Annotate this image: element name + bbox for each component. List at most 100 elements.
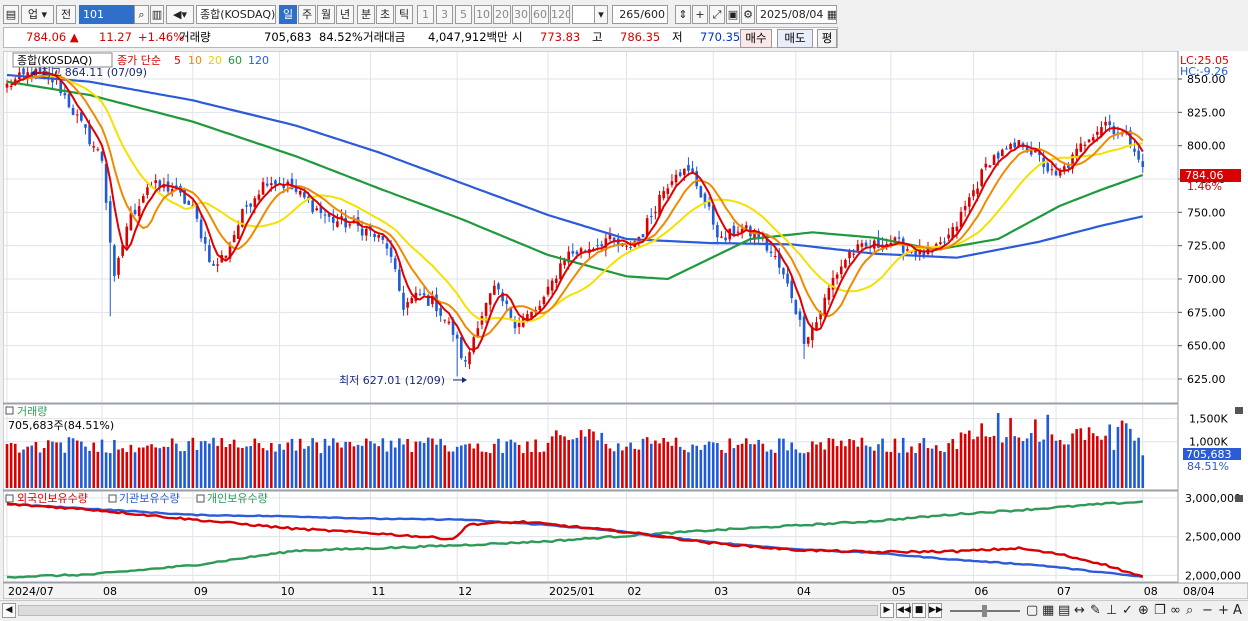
candle (687, 164, 690, 171)
link-icon[interactable]: ∞ (1170, 603, 1181, 618)
volume-bar (460, 445, 463, 488)
chevron-down-icon[interactable]: ▾ (594, 5, 608, 24)
volume-bar (687, 452, 690, 488)
zoom-icon-2[interactable]: ⌕ (1186, 603, 1194, 618)
scroll-right-icon[interactable]: ▶ (880, 603, 894, 618)
horizontal-scrollbar[interactable] (18, 605, 878, 616)
legend-ma20: 20 (208, 54, 222, 67)
candle (1141, 161, 1145, 167)
market-select[interactable]: 업 ▾ (21, 5, 54, 24)
volume-bar (75, 440, 79, 488)
interval-1[interactable]: 1 (417, 5, 434, 24)
volume-bar (699, 449, 703, 488)
legend-name: 종합(KOSDAQ) (17, 54, 92, 67)
volume-bar (542, 451, 546, 488)
candle (753, 231, 756, 239)
volume-bar (125, 452, 129, 488)
interval-10[interactable]: 10 (474, 5, 492, 24)
forward-icon[interactable]: ▶▶ (928, 603, 943, 618)
fit-icon[interactable]: ↔ (1074, 603, 1085, 618)
volume-bar (513, 442, 517, 488)
code-input[interactable]: 101 (79, 5, 135, 24)
candle (303, 192, 306, 198)
volume-bar (1112, 449, 1116, 488)
crosshair-icon[interactable]: ▢ (1026, 603, 1039, 618)
volume-bar (827, 438, 831, 488)
volume-bar (897, 452, 901, 488)
volume-bar (947, 443, 950, 488)
x-tick-label: 03 (714, 585, 728, 598)
zoom-slider-handle[interactable] (982, 605, 987, 617)
candle (59, 80, 62, 94)
volume-bar (815, 444, 818, 488)
candle (1112, 126, 1116, 135)
speaker-select[interactable]: ◀▾ (166, 5, 194, 24)
zoom-icon[interactable]: ⇕ (675, 5, 691, 24)
interval-60[interactable]: 60 (531, 5, 549, 24)
x-tick-label: 10 (281, 585, 295, 598)
interval-5[interactable]: 5 (455, 5, 472, 24)
tab-week[interactable]: 주 (298, 5, 316, 24)
candle (125, 226, 129, 247)
candle (96, 149, 100, 151)
volume-bar (934, 445, 938, 488)
interval-3[interactable]: 3 (436, 5, 453, 24)
volume-bar (327, 445, 331, 488)
add-icon[interactable]: + (692, 5, 708, 24)
gear-icon[interactable]: ⚙ (741, 5, 755, 24)
copy-icon[interactable]: ❐ (1154, 603, 1166, 618)
volume-bar (431, 438, 434, 488)
draw-icon[interactable]: ✎ (1090, 603, 1101, 618)
volume-bar (265, 450, 269, 488)
sell-button[interactable]: 매도 (777, 29, 813, 48)
volume-bar (414, 441, 418, 488)
chart-svg[interactable]: 2024/07 08 09 10 11 12 2025/01 02 03 04 05 06 07 08 08… (2, 50, 1248, 600)
pin-icon[interactable]: ⊕ (1138, 603, 1149, 618)
sidebar-toggle-icon[interactable]: ▤ (3, 5, 19, 24)
tab-day[interactable]: 일 (279, 5, 297, 24)
ruler-icon[interactable]: ⊥ (1106, 603, 1118, 618)
volume-bar (786, 450, 789, 488)
search-icon[interactable]: ⌕ (134, 5, 149, 24)
volume-bar (1087, 427, 1091, 488)
tab-tick[interactable]: 틱 (395, 5, 413, 24)
last-change-value: 1.46% (1187, 180, 1222, 193)
date-input[interactable]: 2025/08/04 ▦ (756, 5, 837, 24)
zoom-out-icon[interactable]: − (1202, 603, 1213, 618)
foreign-holdings-line (6, 502, 1144, 578)
list-icon[interactable]: ▥ (150, 5, 164, 24)
candle (484, 302, 488, 316)
volume-bar (224, 447, 228, 488)
tab-month[interactable]: 월 (317, 5, 335, 24)
layout-icon[interactable]: ▤ (1058, 603, 1071, 618)
y-tick-label: 675.00 (1187, 306, 1226, 319)
grid-icon[interactable]: ▦ (1042, 603, 1055, 618)
eval-button[interactable]: 평 (817, 29, 837, 48)
candle (893, 237, 897, 243)
holdings-panel-close-icon[interactable] (1235, 495, 1243, 502)
tab-minute[interactable]: 분 (357, 5, 375, 24)
rewind-icon[interactable]: ◀◀ (896, 603, 911, 618)
save-icon[interactable]: ▣ (726, 5, 740, 24)
scroll-left-icon[interactable]: ◀ (2, 603, 16, 618)
candle (815, 322, 818, 329)
marker-icon[interactable]: ✓ (1122, 603, 1133, 618)
stop-icon[interactable]: ■ (912, 603, 926, 618)
candle (373, 233, 376, 238)
buy-button[interactable]: 매수 (740, 29, 772, 48)
volume-bar (220, 438, 224, 488)
zoom-in-icon[interactable]: + (1218, 603, 1229, 618)
volume-panel-close-icon[interactable] (1235, 407, 1243, 414)
interval-120[interactable]: 120 (550, 5, 570, 24)
tab-second[interactable]: 초 (376, 5, 394, 24)
chart-area[interactable]: 2024/07 08 09 10 11 12 2025/01 02 03 04 05 06 07 08 08… (2, 50, 1248, 600)
candle (695, 171, 699, 187)
font-size-icon[interactable]: A (1233, 603, 1242, 618)
count-input[interactable]: 265/600 (612, 5, 668, 24)
tab-year[interactable]: 년 (336, 5, 354, 24)
interval-30[interactable]: 30 (512, 5, 530, 24)
tools-icon[interactable]: ⤢ (709, 5, 725, 24)
prev-button[interactable]: 전 (56, 5, 76, 24)
volume-bar (410, 452, 414, 488)
interval-20[interactable]: 20 (493, 5, 511, 24)
